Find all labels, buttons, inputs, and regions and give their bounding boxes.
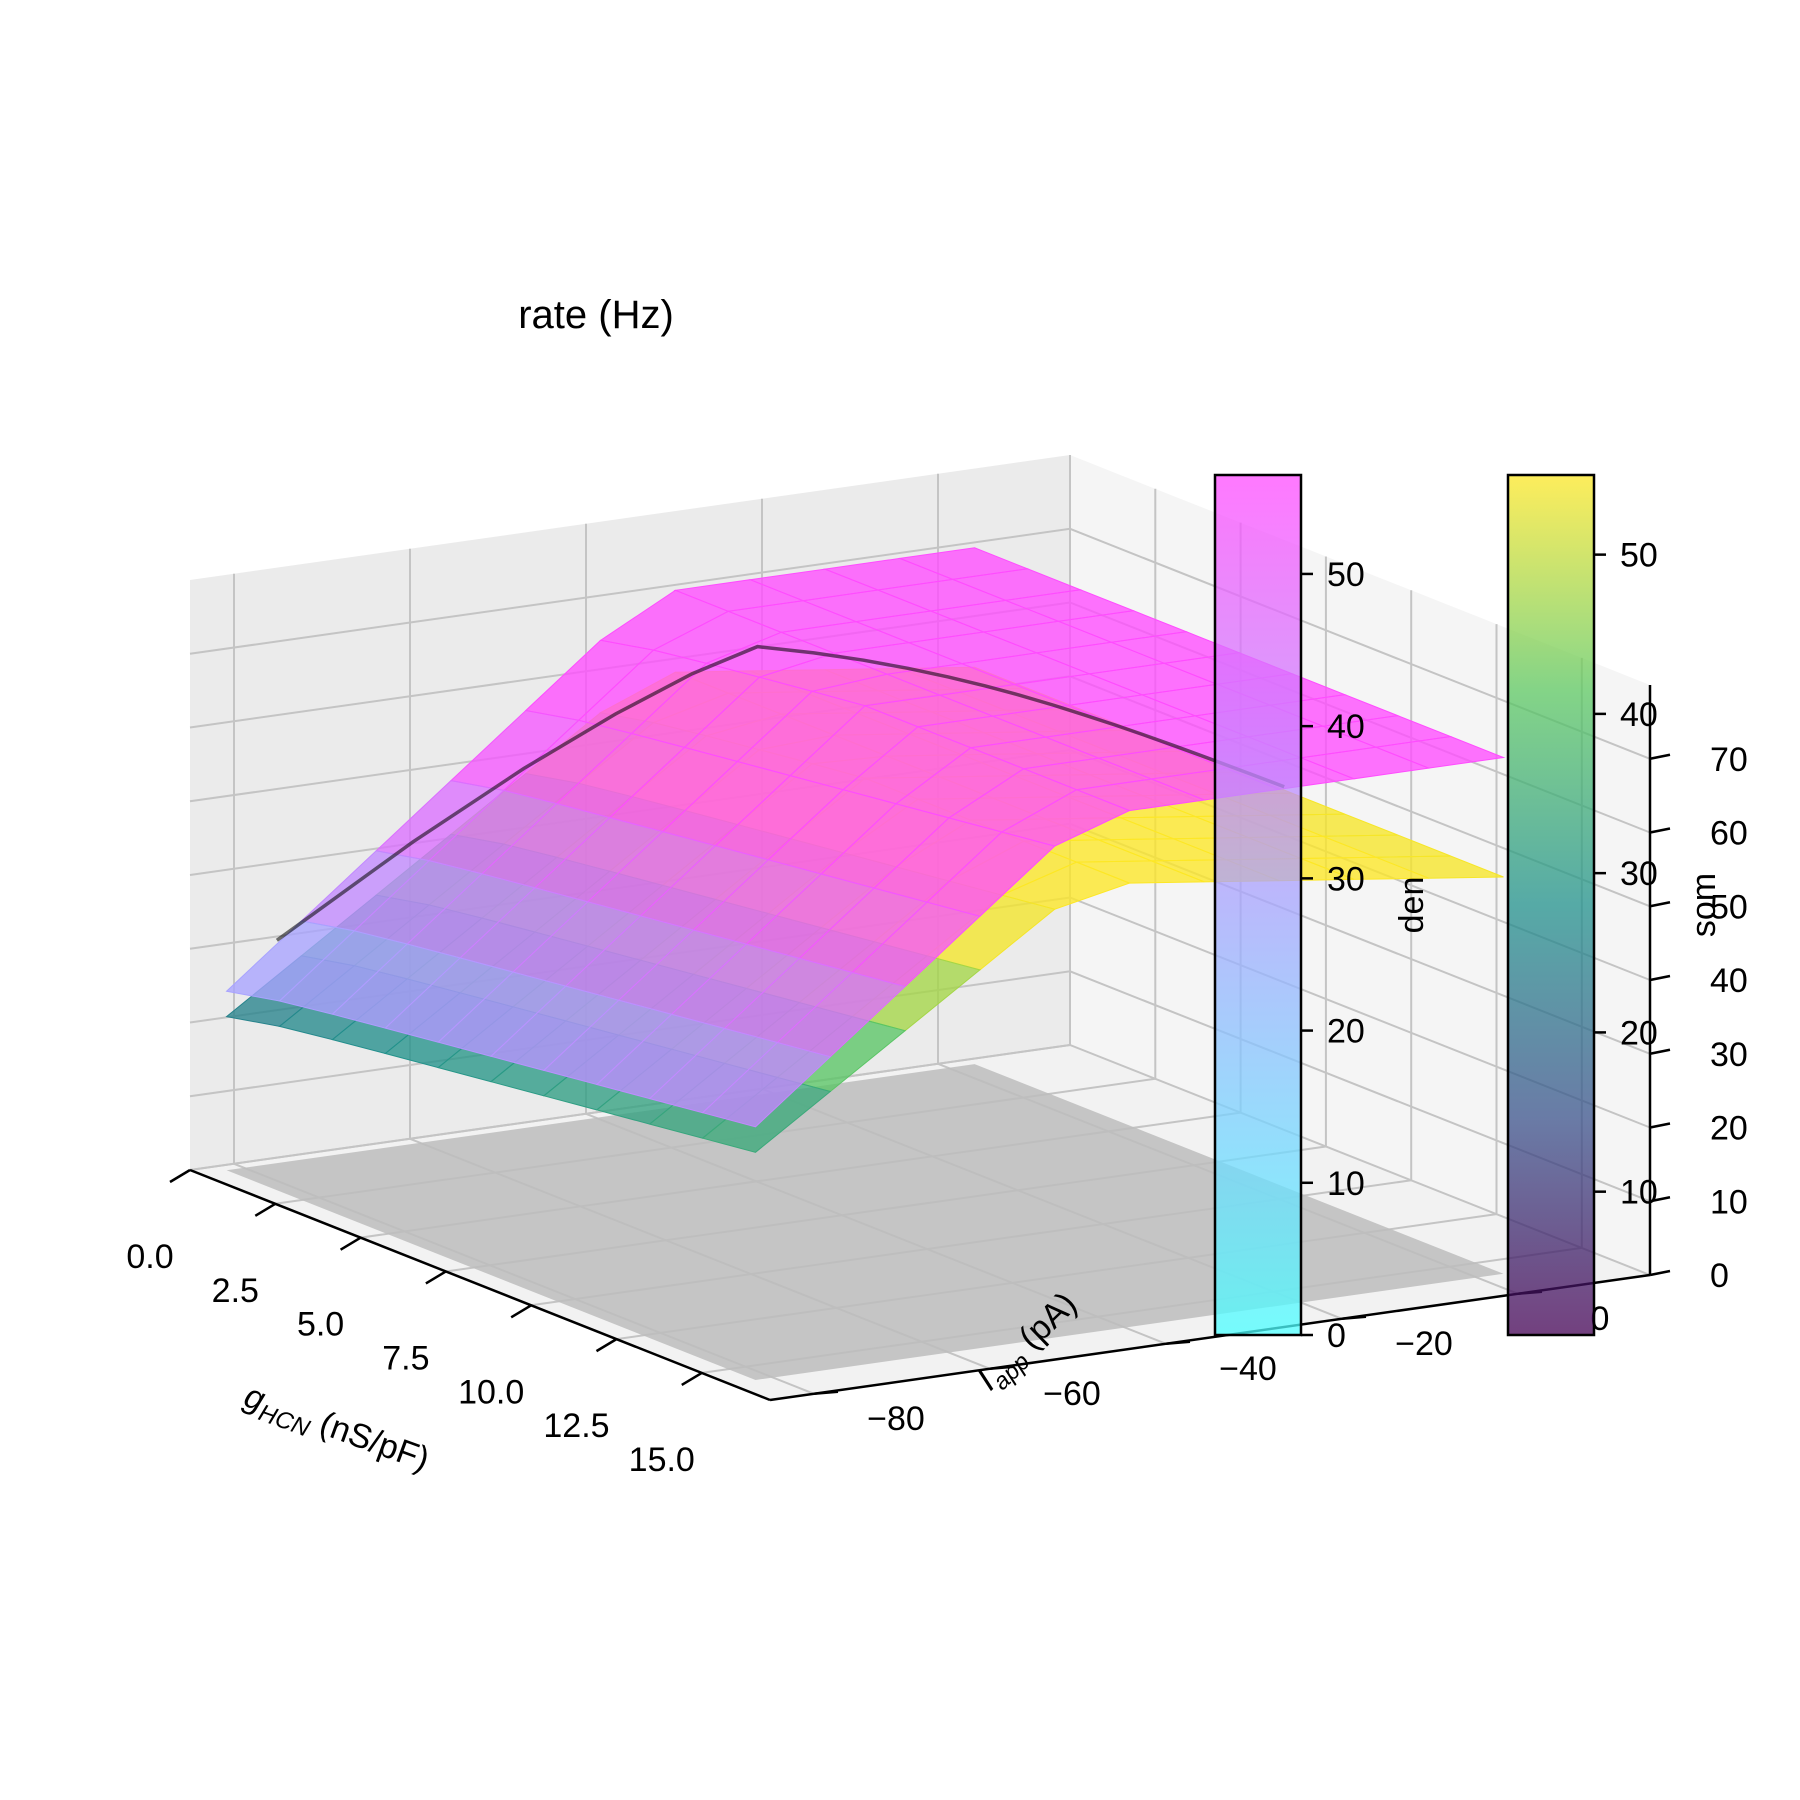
- surface-shadow: [226, 1064, 1504, 1380]
- colorbar-som-label: som: [1685, 873, 1723, 937]
- x-tick: [169, 1168, 191, 1184]
- z-tick-label: 20: [1710, 1110, 1748, 1148]
- y-tick: [1341, 1315, 1367, 1320]
- z-tick-label: 50: [1710, 888, 1748, 926]
- colorbar-som: 10 20 30 40 50 som: [1506, 473, 1723, 1337]
- chart-title: rate (Hz): [518, 293, 674, 337]
- x-axis-ticks: 0.0 2.5 5.0 7.5 10.0 12.5 15.0: [126, 1168, 703, 1479]
- contour-line: [275, 644, 1285, 942]
- z-tick-label: 30: [1710, 1036, 1748, 1074]
- x-tick-label: 7.5: [382, 1339, 429, 1377]
- colorbar-den-tick-label: 0: [1327, 1317, 1346, 1355]
- z-tick: [1649, 901, 1671, 908]
- x-axis-line: [189, 1168, 771, 1402]
- y-tick-label: 0: [1591, 1300, 1610, 1338]
- colorbar-den-ticks: 0 10 20 30 40 50: [1301, 556, 1365, 1355]
- z-tick: [1649, 1196, 1671, 1203]
- x-tick: [595, 1338, 618, 1353]
- x-tick: [681, 1371, 703, 1387]
- z-tick-label: 10: [1710, 1183, 1748, 1221]
- z-tick: [1649, 974, 1671, 982]
- x-tick-label: 2.5: [212, 1272, 259, 1310]
- y-tick-label: −60: [1043, 1375, 1101, 1413]
- z-tick: [1649, 753, 1671, 760]
- y-tick-label: −20: [1395, 1325, 1453, 1363]
- y-tick-label: −40: [1219, 1350, 1277, 1388]
- colorbar-den-tick-label: 30: [1327, 860, 1365, 898]
- colorbar-den-bar: [1213, 473, 1303, 1337]
- den-surface-patch: [701, 1041, 832, 1128]
- y-axis-line: [769, 1273, 1651, 1402]
- z-axis-ticks: 0 10 20 30 40 50 60 70: [1649, 741, 1748, 1295]
- z-tick: [1649, 1048, 1671, 1055]
- y-tick: [1165, 1340, 1191, 1345]
- gridline-z: [189, 1043, 1651, 1276]
- x-tick: [339, 1236, 362, 1251]
- den-surface: [225, 547, 1506, 1128]
- x-tick: [510, 1304, 532, 1319]
- z-tick-label: 0: [1710, 1257, 1729, 1295]
- colorbar-den-tick-label: 20: [1327, 1013, 1365, 1051]
- colorbar-den-tick-label: 40: [1327, 708, 1365, 746]
- z-tick: [1649, 827, 1671, 834]
- colorbar-som-tick-label: 50: [1620, 537, 1658, 575]
- colorbar-den: 0 10 20 30 40 50 den: [1213, 473, 1431, 1355]
- x-tick-label: 10.0: [458, 1373, 524, 1411]
- y-tick: [813, 1390, 839, 1395]
- x-tick-label: 15.0: [629, 1441, 695, 1479]
- colorbar-den-label: den: [1393, 877, 1431, 934]
- x-tick-label: 0.0: [126, 1238, 173, 1276]
- colorbar-som-ticks: 10 20 30 40 50: [1594, 537, 1658, 1212]
- z-tick-label: 40: [1710, 962, 1748, 1000]
- gridline-z: [189, 527, 1651, 760]
- z-tick-label: 60: [1710, 815, 1748, 853]
- z-tick-label: 70: [1710, 741, 1748, 779]
- rate-contour-line: [275, 644, 1285, 942]
- colorbar-som-tick-label: 20: [1620, 1014, 1658, 1052]
- x-tick: [254, 1202, 276, 1217]
- colorbar-som-tick-label: 40: [1620, 696, 1658, 734]
- colorbar-den-tick-label: 10: [1327, 1165, 1365, 1203]
- z-tick: [1649, 1122, 1671, 1129]
- y-axis-ticks: −80 −60 −40 −20 0: [813, 1290, 1610, 1438]
- y-tick: [989, 1365, 1015, 1370]
- colorbar-som-bar: [1506, 473, 1596, 1337]
- x-axis-label: gHCN (nS/pF): [237, 1377, 434, 1485]
- z-tick: [1649, 1269, 1671, 1277]
- colorbar-som-tick-label: 30: [1620, 855, 1658, 893]
- x-tick-label: 12.5: [543, 1407, 609, 1445]
- x-tick: [425, 1270, 447, 1285]
- y-tick-label: −80: [867, 1400, 925, 1438]
- colorbar-den-tick-label: 50: [1327, 556, 1365, 594]
- x-tick-label: 5.0: [297, 1306, 344, 1344]
- colorbar-som-tick-label: 10: [1620, 1174, 1658, 1212]
- plot-3d: 0.0 2.5 5.0 7.5 10.0 12.5 15.0 −80 −60 −40 −20 0 0…: [126, 455, 1748, 1485]
- shadow-patch: [226, 1064, 1504, 1380]
